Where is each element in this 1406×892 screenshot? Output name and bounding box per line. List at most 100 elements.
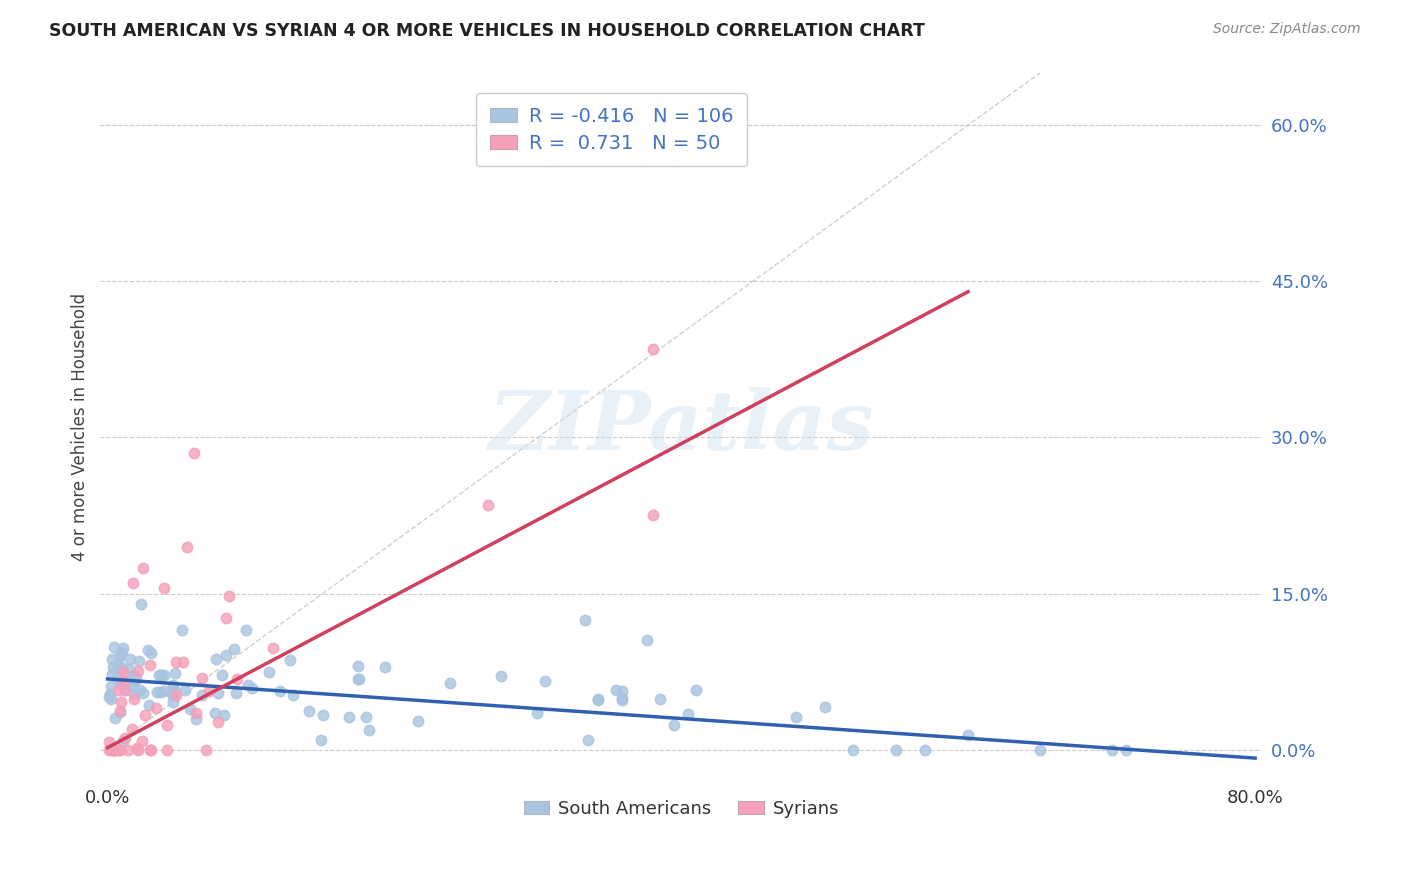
Point (346, 659, 368, 673)
Point (117, 743, 139, 757)
Point (685, 683, 707, 698)
Point (122, 692, 145, 706)
Point (125, 741, 148, 756)
Point (103, 743, 125, 757)
Point (125, 672, 148, 686)
Point (128, 654, 150, 668)
Point (101, 667, 124, 681)
Point (678, 706, 700, 721)
Point (664, 718, 686, 732)
Point (374, 660, 396, 674)
Point (107, 657, 129, 672)
Point (842, 743, 865, 757)
Point (98, 687, 121, 701)
Point (124, 687, 146, 701)
Point (172, 655, 194, 669)
Point (165, 689, 187, 703)
Point (149, 685, 172, 699)
Text: SOUTH AMERICAN VS SYRIAN 4 OR MORE VEHICLES IN HOUSEHOLD CORRELATION CHART: SOUTH AMERICAN VS SYRIAN 4 OR MORE VEHIC… (49, 22, 925, 40)
Point (165, 683, 187, 698)
Point (195, 743, 218, 757)
Point (226, 672, 249, 686)
Point (785, 709, 807, 723)
Point (610, 683, 633, 698)
Point (610, 690, 633, 705)
Point (526, 706, 548, 721)
Point (212, 708, 235, 723)
Point (108, 648, 131, 663)
Point (574, 613, 596, 627)
Point (359, 723, 381, 737)
Point (347, 672, 370, 686)
Point (165, 655, 187, 669)
Point (148, 667, 170, 681)
Point (283, 689, 305, 703)
Point (207, 686, 229, 700)
Point (814, 699, 837, 714)
Point (97, 743, 120, 757)
Text: ZIPatlas: ZIPatlas (488, 387, 875, 467)
Point (107, 683, 129, 698)
Point (184, 712, 207, 726)
Point (162, 695, 184, 709)
Point (176, 540, 198, 554)
Point (114, 682, 136, 697)
Point (641, 342, 664, 356)
Point (145, 701, 167, 715)
Point (269, 683, 291, 698)
Point (1101, 743, 1123, 757)
Point (132, 686, 155, 700)
Point (100, 743, 122, 757)
Point (156, 743, 179, 757)
Point (104, 743, 127, 757)
Point (101, 651, 124, 665)
Point (139, 657, 162, 672)
Point (134, 708, 156, 723)
Point (1029, 743, 1052, 757)
Point (121, 680, 143, 694)
Point (139, 743, 162, 757)
Point (204, 706, 226, 720)
Point (172, 623, 194, 637)
Point (262, 641, 284, 656)
Point (215, 610, 238, 624)
Point (129, 682, 152, 697)
Point (97, 735, 120, 749)
Point (122, 668, 145, 682)
Y-axis label: 4 or more Vehicles in Household: 4 or more Vehicles in Household (72, 293, 89, 561)
Point (347, 672, 370, 686)
Point (108, 704, 131, 718)
Point (235, 624, 257, 638)
Point (111, 673, 134, 687)
Point (139, 743, 162, 757)
Point (103, 743, 125, 757)
Point (1115, 743, 1137, 757)
Point (118, 663, 141, 677)
Point (141, 646, 163, 660)
Point (184, 706, 207, 720)
Point (131, 734, 153, 748)
Point (162, 689, 184, 703)
Point (153, 582, 176, 596)
Point (183, 446, 205, 460)
Point (111, 661, 134, 675)
Point (491, 669, 513, 683)
Point (236, 678, 259, 692)
Point (111, 647, 134, 661)
Point (156, 718, 179, 732)
Point (957, 728, 980, 742)
Point (114, 731, 136, 745)
Point (605, 683, 627, 698)
Point (101, 660, 124, 674)
Point (612, 693, 634, 707)
Point (105, 670, 128, 684)
Point (641, 508, 664, 523)
Point (225, 686, 247, 700)
Point (408, 714, 430, 729)
Point (112, 665, 135, 679)
Point (337, 710, 360, 724)
Point (153, 668, 176, 682)
Point (298, 704, 321, 718)
Point (132, 560, 155, 574)
Point (103, 640, 125, 655)
